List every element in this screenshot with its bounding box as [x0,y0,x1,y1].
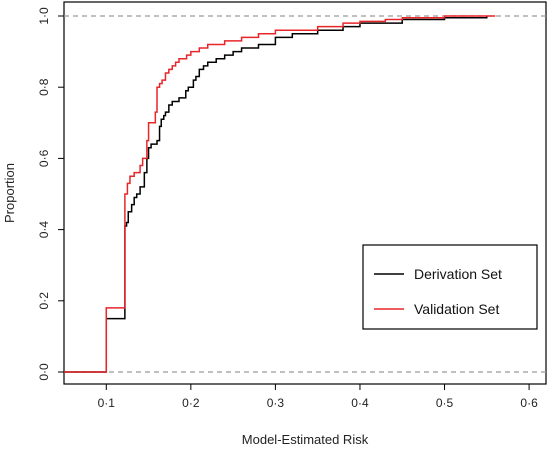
series-layer [64,15,496,373]
x-tick-label: 0·6 [520,396,538,410]
x-tick-label: 0·3 [267,396,285,410]
y-tick-label: 0·4 [37,221,51,239]
x-axis-title: Model-Estimated Risk [242,432,369,447]
legend-box [362,244,538,330]
legend-label-validation: Validation Set [414,301,499,317]
legend: Derivation Set Validation Set [362,244,538,330]
x-axis: 0·1 0·2 0·3 0·4 0·5 0·6 [98,384,538,410]
y-tick-label: 1·0 [37,7,51,25]
y-tick-label: 0·2 [37,292,51,310]
x-tick-label: 0·1 [98,396,116,410]
series-line-1 [64,15,496,373]
legend-label-derivation: Derivation Set [414,266,502,282]
x-tick-label: 0·5 [436,396,454,410]
y-tick-label: 0·0 [37,363,51,381]
y-tick-label: 0·6 [37,149,51,167]
series-line-0 [64,16,488,373]
x-tick-label: 0·2 [182,396,200,410]
plot-frame [63,1,547,385]
y-axis-title: Proportion [2,163,17,223]
y-axis: 0·0 0·2 0·4 0·6 0·8 1·0 [37,7,64,381]
y-tick-label: 0·8 [37,78,51,96]
x-tick-label: 0·4 [351,396,369,410]
